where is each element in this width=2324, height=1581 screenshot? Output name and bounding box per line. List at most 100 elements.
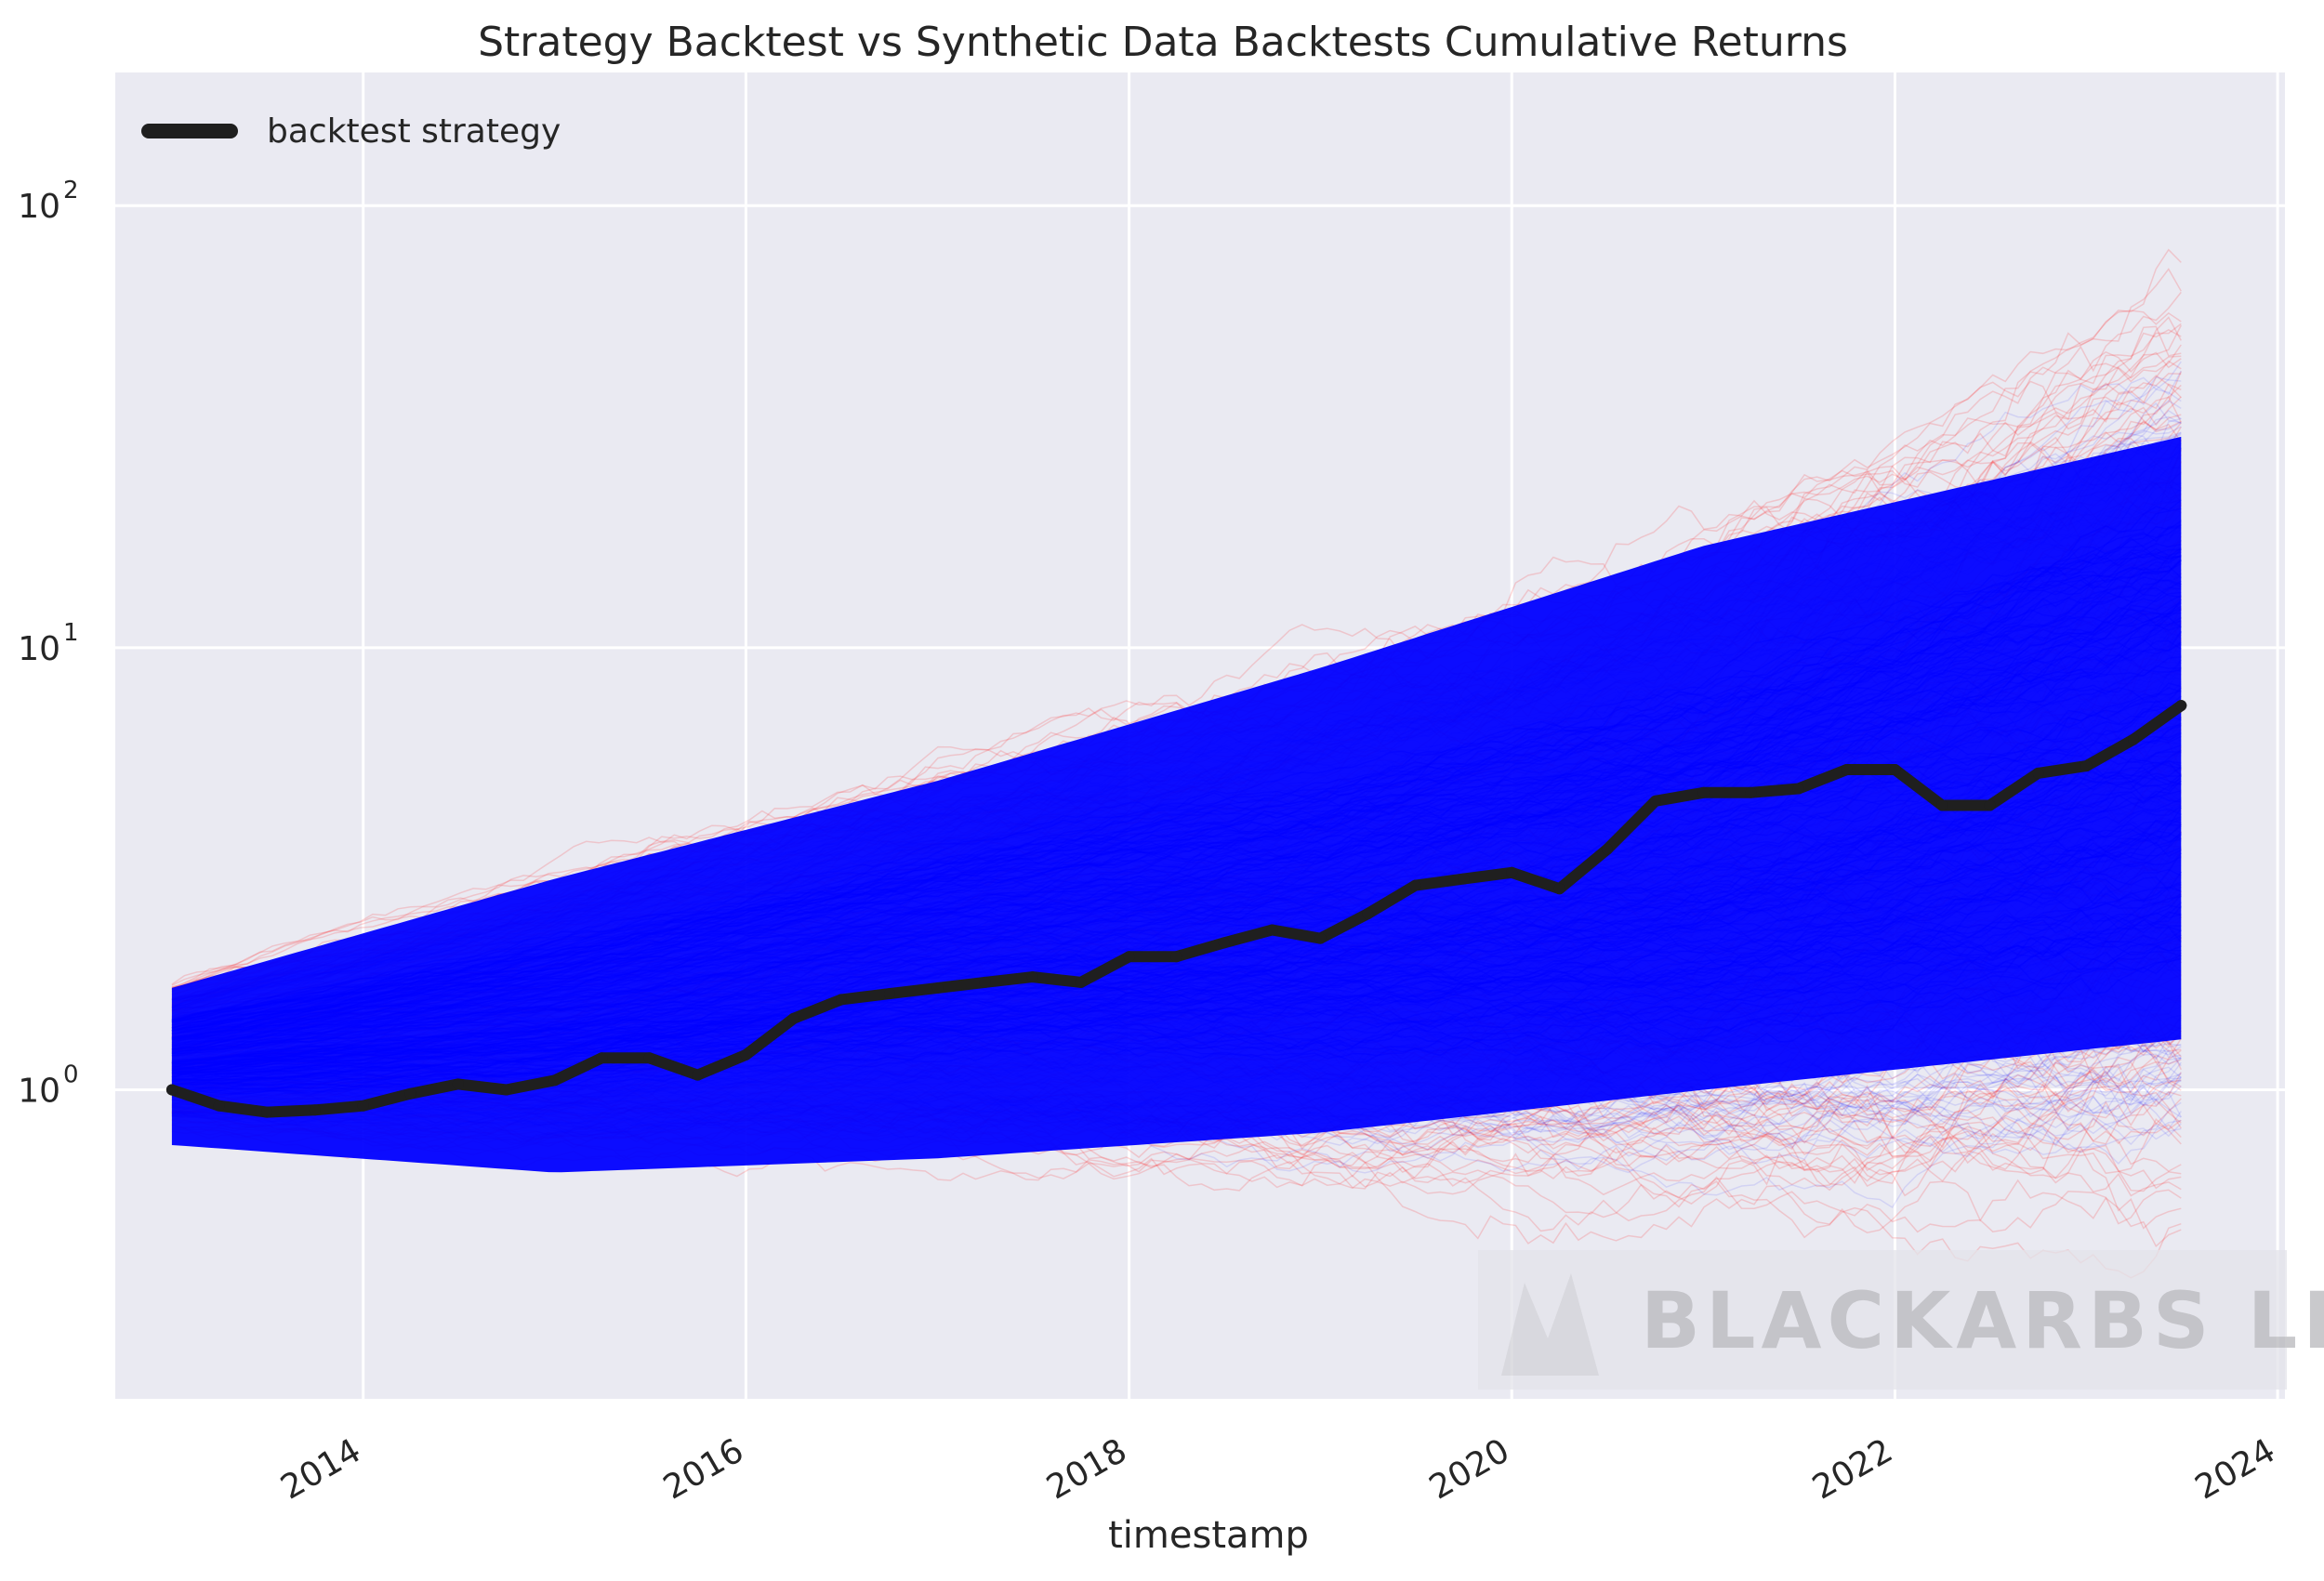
synthetic-path-core-89 bbox=[171, 946, 2182, 1091]
synthetic-path-core-63 bbox=[171, 613, 2182, 1039]
synthetic-path-core-17 bbox=[171, 761, 2182, 1064]
backtest-point-28 bbox=[1506, 866, 1518, 878]
backtest-point-1 bbox=[213, 1100, 225, 1112]
backtest-point-20 bbox=[1123, 951, 1135, 963]
synthetic-path-core-49 bbox=[171, 829, 2182, 1072]
synthetic-path-core-117 bbox=[171, 668, 2182, 1048]
synthetic-path-core-8 bbox=[171, 499, 2182, 1023]
synthetic-path-core-59 bbox=[171, 889, 2182, 1083]
synthetic-path-core-83 bbox=[171, 751, 2182, 1069]
synthetic-path-core-48 bbox=[171, 766, 2182, 1062]
synthetic-path-core-68 bbox=[171, 852, 2182, 1079]
backtest-point-31 bbox=[1649, 795, 1661, 807]
synthetic-path-core-32 bbox=[171, 905, 2182, 1090]
x-axis-ticks: 2014 2016 2018 2020 2022 2024 bbox=[274, 1431, 2281, 1507]
chart-title: Strategy Backtest vs Synthetic Data Back… bbox=[478, 19, 1848, 66]
synthetic-path-core-57 bbox=[171, 722, 2182, 1055]
backtest-point-27 bbox=[1458, 873, 1470, 885]
synthetic-path-core-52 bbox=[171, 934, 2182, 1093]
backtest-point-15 bbox=[883, 988, 895, 1000]
x-tick-label-2024: 2024 bbox=[2189, 1431, 2282, 1507]
backtest-point-19 bbox=[1075, 976, 1087, 988]
synthetic-path-core-36 bbox=[171, 602, 2182, 1035]
backtest-point-39 bbox=[2032, 767, 2044, 779]
synthetic-path-core-21 bbox=[171, 724, 2182, 1055]
synthetic-path-core-26 bbox=[171, 732, 2182, 1052]
synthetic-path-core-27 bbox=[171, 773, 2182, 1057]
synthetic-path-core-10 bbox=[171, 551, 2182, 1022]
backtest-point-35 bbox=[1841, 764, 1853, 775]
backtest-point-2 bbox=[261, 1106, 272, 1118]
synthetic-core-band bbox=[171, 436, 2182, 1173]
backtest-point-0 bbox=[165, 1084, 178, 1096]
x-tick-label-2022: 2022 bbox=[1806, 1431, 1899, 1507]
backtest-point-41 bbox=[2128, 733, 2139, 745]
synthetic-path-core-71 bbox=[171, 807, 2182, 1072]
y-tick-label-100: 10 bbox=[18, 188, 60, 226]
synthetic-path-core-118 bbox=[171, 707, 2182, 1052]
synthetic-path-core-100 bbox=[171, 560, 2182, 1029]
backtest-point-11 bbox=[692, 1069, 704, 1081]
synthetic-path-core-78 bbox=[171, 805, 2182, 1074]
backtest-point-9 bbox=[596, 1052, 608, 1064]
synthetic-path-core-47 bbox=[171, 543, 2182, 1021]
synthetic-path-core-53 bbox=[171, 576, 2182, 1032]
synthetic-path-core-0 bbox=[171, 759, 2182, 1064]
synthetic-path-core-107 bbox=[171, 847, 2182, 1077]
synthetic-path-core-105 bbox=[171, 681, 2182, 1050]
synthetic-path-core-50 bbox=[171, 605, 2182, 1031]
synthetic-path-core-108 bbox=[171, 630, 2182, 1040]
backtest-point-21 bbox=[1170, 951, 1182, 963]
synthetic-path-core-58 bbox=[171, 595, 2182, 1034]
backtest-point-3 bbox=[309, 1104, 321, 1116]
synthetic-path-core-75 bbox=[171, 902, 2182, 1078]
backtest-point-42 bbox=[2175, 700, 2187, 712]
synthetic-path-core-66 bbox=[171, 608, 2182, 1040]
synthetic-path-core-70 bbox=[171, 834, 2182, 1072]
synthetic-path-core-81 bbox=[171, 911, 2182, 1087]
backtest-series bbox=[165, 700, 2187, 1118]
synthetic-path-core-92 bbox=[171, 881, 2182, 1080]
synthetic-path-core-96 bbox=[171, 562, 2182, 1026]
synthetic-path-core-41 bbox=[171, 616, 2182, 1038]
synthetic-path-core-91 bbox=[171, 883, 2182, 1085]
backtest-point-6 bbox=[452, 1078, 464, 1090]
synthetic-path-core-114 bbox=[171, 554, 2182, 1022]
backtest-point-14 bbox=[836, 994, 847, 1006]
synthetic-path-core-5 bbox=[171, 525, 2182, 1021]
x-tick-label-2018: 2018 bbox=[1040, 1431, 1133, 1507]
backtest-point-13 bbox=[787, 1012, 799, 1024]
synthetic-path-core-33 bbox=[171, 548, 2182, 1024]
synthetic-path-core-1 bbox=[171, 665, 2182, 1044]
synthetic-path-core-40 bbox=[171, 639, 2182, 1047]
backtest-point-7 bbox=[500, 1084, 512, 1096]
synthetic-path-core-56 bbox=[171, 735, 2182, 1061]
synthetic-path-core-23 bbox=[171, 841, 2182, 1074]
y-tick-exponent-1: 0 bbox=[63, 1061, 79, 1089]
synthetic-path-core-16 bbox=[171, 926, 2182, 1087]
synthetic-path-core-111 bbox=[171, 579, 2182, 1032]
watermark-text: BLACKARBS LLC bbox=[1641, 1275, 2324, 1366]
backtest-point-29 bbox=[1553, 883, 1565, 895]
synthetic-path-core-90 bbox=[171, 904, 2182, 1082]
synthetic-path-core-104 bbox=[171, 620, 2182, 1029]
synthetic-path-core-69 bbox=[171, 580, 2182, 1032]
x-tick-label-2016: 2016 bbox=[657, 1431, 750, 1507]
backtest-point-4 bbox=[357, 1100, 369, 1112]
synthetic-path-core-54 bbox=[171, 794, 2182, 1066]
backtest-point-8 bbox=[548, 1074, 561, 1087]
synthetic-path-core-24 bbox=[171, 537, 2182, 1022]
synthetic-path-core-73 bbox=[171, 937, 2182, 1093]
synthetic-path-core-101 bbox=[171, 520, 2182, 1021]
watermark: BLACKARBS LLC bbox=[1478, 1250, 2324, 1390]
synthetic-path-core-74 bbox=[171, 893, 2182, 1086]
synthetic-path-core-110 bbox=[171, 591, 2182, 1034]
watermark-panel bbox=[1478, 1250, 2287, 1390]
backtest-point-16 bbox=[931, 982, 944, 994]
synthetic-path-core-87 bbox=[171, 749, 2182, 1057]
backtest-point-37 bbox=[1936, 799, 1948, 811]
synthetic-path-core-79 bbox=[171, 755, 2182, 1065]
synthetic-path-core-98 bbox=[171, 895, 2182, 1082]
